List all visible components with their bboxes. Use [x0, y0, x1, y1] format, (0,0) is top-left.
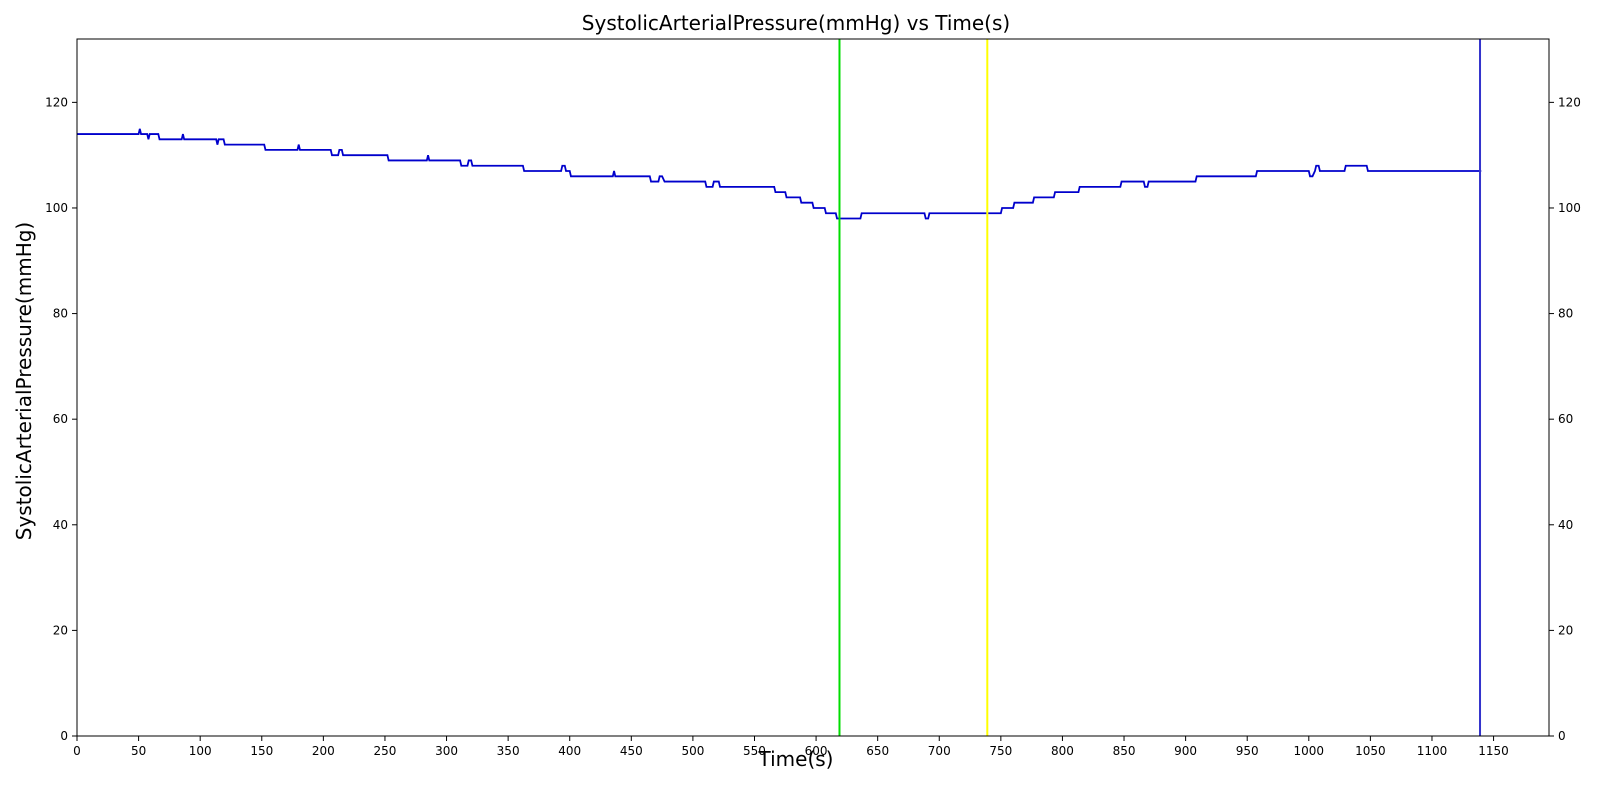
x-tick-label: 0 — [73, 744, 81, 758]
y-tick-label-left: 40 — [53, 518, 68, 532]
y-tick-label-right: 100 — [1558, 201, 1581, 215]
y-axis-title: SystolicArterialPressure(mmHg) — [12, 222, 36, 541]
x-tick-label: 900 — [1174, 744, 1197, 758]
y-tick-label-left: 80 — [53, 307, 68, 321]
x-tick-label: 750 — [989, 744, 1012, 758]
y-tick-label-right: 120 — [1558, 95, 1581, 109]
x-tick-label: 650 — [866, 744, 889, 758]
y-tick-label-left: 60 — [53, 412, 68, 426]
y-tick-label-right: 40 — [1558, 518, 1573, 532]
x-tick-label: 600 — [805, 744, 828, 758]
y-tick-label-right: 60 — [1558, 412, 1573, 426]
x-tick-label: 800 — [1051, 744, 1074, 758]
y-tick-label-right: 80 — [1558, 307, 1573, 321]
series-line-0 — [77, 128, 1482, 220]
x-tick-label: 950 — [1236, 744, 1259, 758]
x-tick-label: 150 — [250, 744, 273, 758]
x-tick-label: 700 — [928, 744, 951, 758]
x-tick-label: 550 — [743, 744, 766, 758]
plot-area: 0 50 100 150 200 250 300 350 400 450 500 550 600 650 7… — [45, 38, 1581, 758]
x-tick-label: 400 — [558, 744, 581, 758]
x-tick-label: 50 — [131, 744, 146, 758]
x-axis-title: Time(s) — [758, 747, 834, 771]
x-tick-label: 350 — [497, 744, 520, 758]
x-tick-label: 250 — [373, 744, 396, 758]
x-tick-label: 200 — [312, 744, 335, 758]
y-tick-label-left: 0 — [60, 729, 68, 743]
x-tick-label: 500 — [681, 744, 704, 758]
x-tick-label: 1100 — [1417, 744, 1448, 758]
y-tick-label-left: 120 — [45, 95, 68, 109]
y-tick-label-left: 20 — [53, 623, 68, 637]
y-tick-label-left: 100 — [45, 201, 68, 215]
x-tick-label: 850 — [1113, 744, 1136, 758]
plot-frame — [76, 38, 1550, 737]
chart-title: SystolicArterialPressure(mmHg) vs Time(s… — [582, 11, 1010, 35]
x-tick-label: 1050 — [1355, 744, 1386, 758]
x-tick-label: 100 — [189, 744, 212, 758]
x-tick-label: 300 — [435, 744, 458, 758]
x-tick-label: 1000 — [1294, 744, 1325, 758]
x-tick-label: 1150 — [1478, 744, 1509, 758]
x-tick-label: 450 — [620, 744, 643, 758]
y-tick-label-right: 0 — [1558, 729, 1566, 743]
y-tick-label-right: 20 — [1558, 623, 1573, 637]
